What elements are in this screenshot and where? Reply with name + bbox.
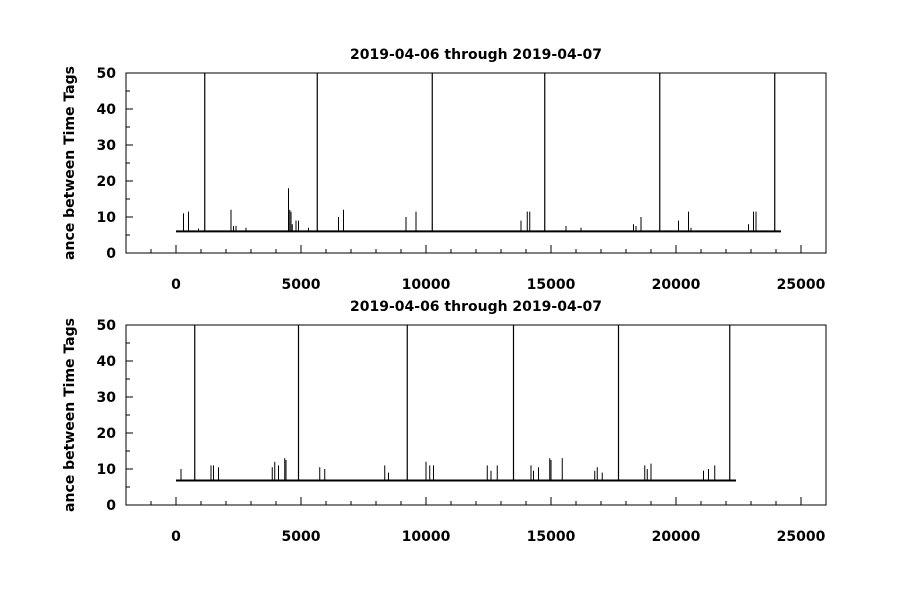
series-group bbox=[176, 325, 736, 482]
y-axis-label: ance between Time Tags bbox=[62, 66, 78, 260]
y-tick-label: 10 bbox=[97, 210, 117, 226]
y-tick-label: 50 bbox=[97, 66, 117, 82]
x-tick-label: 10000 bbox=[402, 529, 451, 545]
series-group bbox=[176, 73, 781, 233]
x-tick-label: 0 bbox=[171, 529, 181, 545]
chart-title: 2019-04-06 through 2019-04-07 bbox=[350, 299, 602, 315]
y-tick-label: 0 bbox=[106, 498, 116, 514]
y-tick-label: 20 bbox=[97, 426, 117, 442]
plot-frame bbox=[125, 324, 827, 506]
y-axis: 0 10 20 30 40 50 bbox=[97, 66, 133, 262]
x-tick-label: 25000 bbox=[777, 277, 826, 293]
y-tick-label: 40 bbox=[97, 102, 117, 118]
y-axis-label: ance between Time Tags bbox=[62, 318, 78, 512]
x-tick-label: 5000 bbox=[282, 529, 321, 545]
x-tick-label: 10000 bbox=[402, 277, 451, 293]
x-tick-label: 15000 bbox=[527, 529, 576, 545]
y-tick-label: 10 bbox=[97, 462, 117, 478]
chart-panel-bottom: 2019-04-06 through 2019-04-07 ance betwe… bbox=[62, 299, 827, 545]
x-axis: 0 5000 10000 15000 20000 25000 bbox=[125, 245, 827, 293]
y-tick-label: 40 bbox=[97, 354, 117, 370]
x-tick-label: 15000 bbox=[527, 277, 576, 293]
chart-title: 2019-04-06 through 2019-04-07 bbox=[350, 47, 602, 63]
x-tick-label: 20000 bbox=[652, 277, 701, 293]
x-axis: 0 5000 10000 15000 20000 25000 bbox=[125, 497, 827, 545]
y-tick-label: 0 bbox=[106, 246, 116, 262]
y-tick-label: 30 bbox=[97, 138, 117, 154]
y-tick-label: 30 bbox=[97, 390, 117, 406]
y-axis: 0 10 20 30 40 50 bbox=[97, 318, 133, 514]
chart-panel-top: 2019-04-06 through 2019-04-07 ance betwe… bbox=[62, 47, 827, 293]
y-tick-label: 20 bbox=[97, 174, 117, 190]
x-tick-label: 5000 bbox=[282, 277, 321, 293]
y-tick-label: 50 bbox=[97, 318, 117, 334]
x-tick-label: 20000 bbox=[652, 529, 701, 545]
x-tick-label: 0 bbox=[171, 277, 181, 293]
x-tick-label: 25000 bbox=[777, 529, 826, 545]
